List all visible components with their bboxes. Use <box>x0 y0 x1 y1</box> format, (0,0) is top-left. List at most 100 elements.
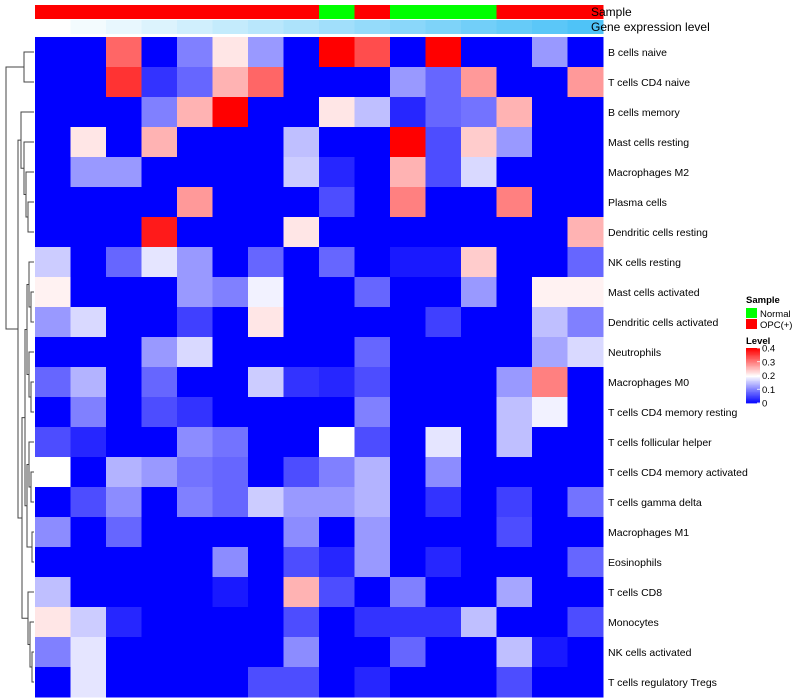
dendrogram-branch <box>20 111 34 169</box>
heatmap-cell <box>212 97 249 128</box>
heatmap-cell <box>461 157 497 188</box>
gene-track-cell <box>354 20 391 34</box>
colorbar-segment <box>746 389 760 392</box>
heatmap-cell <box>425 37 462 68</box>
heatmap-cell <box>567 367 604 398</box>
colorbar-segment <box>746 356 760 359</box>
dendrogram-branch <box>30 291 34 323</box>
heatmap-cell <box>354 187 391 218</box>
heatmap-cell <box>532 487 568 518</box>
heatmap-cell <box>496 37 533 68</box>
heatmap-cell <box>248 277 284 308</box>
heatmap-cell <box>35 97 71 128</box>
heatmap-cell <box>177 277 213 308</box>
heatmap-cell <box>390 97 426 128</box>
row-label: T cells regulatory Tregs <box>608 677 717 689</box>
legend-level-title: Level <box>746 336 770 347</box>
heatmap-cell <box>35 427 71 458</box>
heatmap-cell <box>248 517 284 548</box>
heatmap-cell <box>567 667 604 698</box>
heatmap-cell <box>319 187 355 218</box>
heatmap-cell <box>354 97 391 128</box>
heatmap-cell <box>212 667 249 698</box>
heatmap-cell <box>425 607 462 638</box>
heatmap-cell <box>177 457 213 488</box>
heatmap-cell <box>567 277 604 308</box>
sample-track-cell <box>35 5 71 19</box>
sample-track-cell <box>354 5 391 19</box>
dendrogram-branch <box>27 201 34 233</box>
heatmap-cell <box>319 577 355 608</box>
heatmap-cell <box>319 157 355 188</box>
heatmap-cell <box>390 427 426 458</box>
heatmap-cell <box>461 37 497 68</box>
sample-track-cell <box>106 5 142 19</box>
row-label: Neutrophils <box>608 347 661 359</box>
heatmap-cell <box>567 487 604 518</box>
heatmap-cell <box>35 247 71 278</box>
heatmap-cell <box>354 217 391 248</box>
colorbar-segment <box>746 361 760 364</box>
heatmap-cell <box>567 637 604 668</box>
colorbar-segment <box>746 385 760 387</box>
heatmap-cell <box>248 37 284 68</box>
heatmap-cell <box>461 277 497 308</box>
heatmap-cell <box>354 277 391 308</box>
legend-opc-label: OPC(+) <box>760 320 792 331</box>
heatmap-cell <box>496 217 533 248</box>
heatmap-cell <box>70 337 107 368</box>
heatmap-cell <box>283 367 320 398</box>
heatmap-cell <box>212 517 249 548</box>
heatmap-cell <box>141 37 178 68</box>
heatmap-cell <box>106 427 142 458</box>
sample-track-cell <box>461 5 497 19</box>
colorbar-segment <box>746 348 760 350</box>
heatmap-cell <box>461 247 497 278</box>
row-dendrogram <box>5 51 34 683</box>
heatmap-cell <box>390 307 426 338</box>
heatmap-cell <box>177 247 213 278</box>
heatmap-cell <box>532 397 568 428</box>
heatmap-cell <box>496 187 533 218</box>
heatmap-cell <box>319 487 355 518</box>
heatmap-cell <box>35 367 71 398</box>
sample-track-label: Sample <box>591 5 632 19</box>
heatmap-cell <box>567 67 604 98</box>
heatmap-cell <box>354 457 391 488</box>
heatmap-cell <box>106 607 142 638</box>
heatmap-cell <box>212 367 249 398</box>
heatmap-cell <box>141 517 178 548</box>
heatmap-cell <box>319 277 355 308</box>
heatmap-cell <box>354 607 391 638</box>
heatmap-cell <box>35 67 71 98</box>
heatmap-cell <box>141 247 178 278</box>
heatmap-cell <box>35 187 71 218</box>
heatmap-cell <box>177 637 213 668</box>
gene-track-cell <box>532 20 568 34</box>
heatmap-cell <box>212 277 249 308</box>
heatmap-cell <box>567 37 604 68</box>
heatmap-cell <box>106 547 142 578</box>
heatmap-cell <box>532 577 568 608</box>
dendrogram-branch <box>30 381 34 413</box>
heatmap-cell <box>461 457 497 488</box>
colorbar-segment <box>746 367 760 370</box>
heatmap-cell <box>35 547 71 578</box>
dendrogram-branch <box>5 66 24 330</box>
heatmap-cell <box>141 667 178 698</box>
gene-track-cell <box>177 20 213 34</box>
heatmap-cell <box>532 277 568 308</box>
heatmap-cell <box>35 667 71 698</box>
heatmap-cell <box>425 157 462 188</box>
heatmap-cell <box>248 547 284 578</box>
dendrogram-branch <box>31 531 34 563</box>
row-label: T cells CD8 <box>608 587 662 599</box>
heatmap-cell <box>461 517 497 548</box>
heatmap-cell <box>35 457 71 488</box>
heatmap-cell <box>70 187 107 218</box>
heatmap-cell <box>319 607 355 638</box>
colorbar-segment <box>746 372 760 375</box>
heatmap-cell <box>141 427 178 458</box>
heatmap-cell <box>177 547 213 578</box>
